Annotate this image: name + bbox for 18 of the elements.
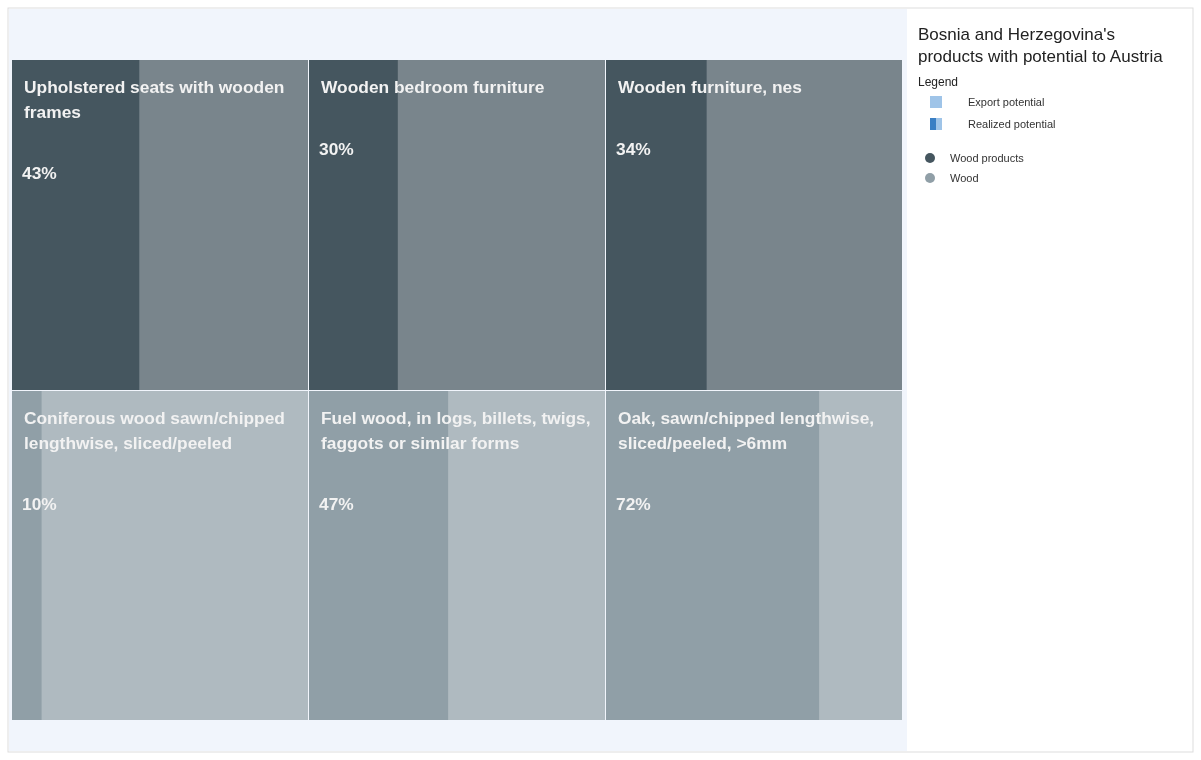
category-label: Wooden furniture, nes bbox=[618, 77, 802, 98]
legend-label: Wood products bbox=[950, 152, 1025, 164]
text: Export potential bbox=[968, 96, 1045, 108]
category-label: Coniferous wood sawn/chipped lengthwise, sliced/peeled bbox=[24, 408, 285, 453]
data-label: 47% bbox=[319, 493, 354, 514]
data-label: 30% bbox=[319, 138, 354, 159]
category-label: Upholstered seats with wooden frames bbox=[24, 77, 285, 122]
category-label: Oak, sawn/chipped lengthwise, sliced/peeled, >6mm bbox=[618, 408, 875, 453]
text: Realized potential bbox=[968, 118, 1056, 130]
data-label: 34% bbox=[616, 138, 651, 159]
text: Bosnia and Herzegovina's products with potential to Austria bbox=[918, 25, 1164, 66]
legend-title: Legend bbox=[918, 75, 959, 89]
legend-label: Wood bbox=[950, 172, 979, 184]
data-label: 72% bbox=[616, 493, 651, 514]
category-label: Fuel wood, in logs, billets, twigs, faggots or similar forms bbox=[321, 408, 591, 453]
data-label: 10% bbox=[22, 493, 57, 514]
data-label: 43% bbox=[22, 163, 57, 184]
category-label: Wooden bedroom furniture bbox=[321, 77, 545, 98]
